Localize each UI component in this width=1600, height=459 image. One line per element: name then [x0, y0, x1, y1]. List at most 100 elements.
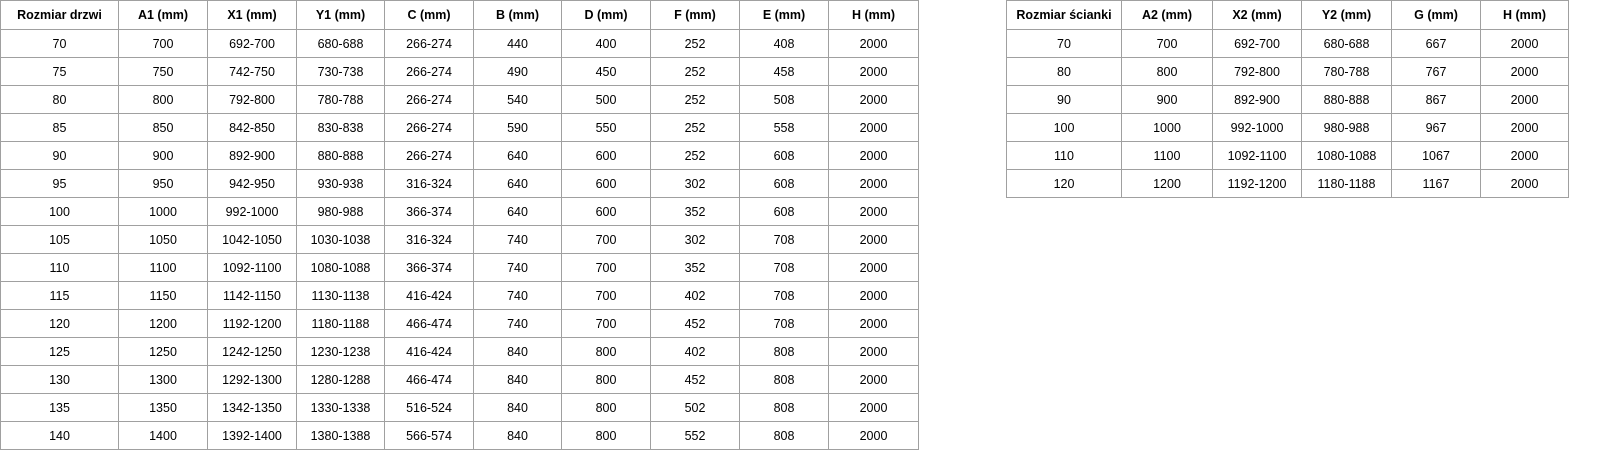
table-cell: 680-688 — [1301, 29, 1392, 58]
table-cell: 830-838 — [296, 113, 385, 142]
table-cell: 930-938 — [296, 169, 385, 198]
table-row: 80 800 792-800 780-788 767 2000 — [1006, 57, 1569, 86]
table-cell: 640 — [473, 169, 562, 198]
table-cell: 2000 — [828, 281, 919, 310]
table-cell: 466-474 — [384, 309, 474, 338]
table-cell: 880-888 — [296, 141, 385, 170]
table-cell: 352 — [650, 253, 740, 282]
table-cell: 808 — [739, 365, 829, 394]
table-cell: 1000 — [118, 197, 208, 226]
table-cell: 780-788 — [1301, 57, 1392, 86]
table-cell: 80 — [1006, 57, 1122, 86]
table-row: 85 850 842-850 830-838 266-274 590 550 252 558 20… — [0, 113, 919, 142]
table-cell: 516-524 — [384, 393, 474, 422]
table-cell: 2000 — [828, 29, 919, 58]
column-header: D (mm) — [561, 0, 651, 30]
table-cell: 558 — [739, 113, 829, 142]
table-cell: 808 — [739, 421, 829, 450]
table-cell: 1192-1200 — [1212, 169, 1302, 198]
table-cell: 1142-1150 — [207, 281, 297, 310]
table-cell: 1192-1200 — [207, 309, 297, 338]
table-cell: 708 — [739, 281, 829, 310]
column-header: B (mm) — [473, 0, 562, 30]
table-cell: 1080-1088 — [1301, 141, 1392, 170]
table-cell: 2000 — [828, 85, 919, 114]
table-cell: 1330-1338 — [296, 393, 385, 422]
table-cell: 2000 — [828, 253, 919, 282]
table-cell: 90 — [0, 141, 119, 170]
table-cell: 700 — [561, 309, 651, 338]
table-cell: 1392-1400 — [207, 421, 297, 450]
column-header: Y1 (mm) — [296, 0, 385, 30]
table-cell: 1092-1100 — [207, 253, 297, 282]
table-cell: 2000 — [828, 421, 919, 450]
table-cell: 1100 — [118, 253, 208, 282]
table-row: 115 1150 1142-1150 1130-1138 416-424 740 700 40… — [0, 281, 919, 310]
table-cell: 508 — [739, 85, 829, 114]
table-cell: 640 — [473, 141, 562, 170]
table-cell: 2000 — [1480, 169, 1569, 198]
table-cell: 700 — [561, 281, 651, 310]
table-cell: 1300 — [118, 365, 208, 394]
table-cell: 125 — [0, 337, 119, 366]
table-cell: 452 — [650, 365, 740, 394]
table-cell: 842-850 — [207, 113, 297, 142]
table-row: 80 800 792-800 780-788 266-274 540 500 252 508 20… — [0, 85, 919, 114]
table-cell: 730-738 — [296, 57, 385, 86]
table-cell: 640 — [473, 197, 562, 226]
table-cell: 800 — [561, 337, 651, 366]
table-cell: 700 — [1121, 29, 1213, 58]
table-row: 75 750 742-750 730-738 266-274 490 450 252 458 20… — [0, 57, 919, 86]
table-cell: 767 — [1391, 57, 1481, 86]
table-cell: 600 — [561, 169, 651, 198]
table-cell: 942-950 — [207, 169, 297, 198]
table-cell: 740 — [473, 281, 562, 310]
table-cell: 100 — [0, 197, 119, 226]
table-cell: 667 — [1391, 29, 1481, 58]
table-cell: 792-800 — [1212, 57, 1302, 86]
table-row: 125 1250 1242-1250 1230-1238 416-424 840 800 40… — [0, 337, 919, 366]
table-cell: 366-374 — [384, 197, 474, 226]
table-cell: 2000 — [828, 141, 919, 170]
table-cell: 1100 — [1121, 141, 1213, 170]
table-cell: 115 — [0, 281, 119, 310]
table-cell: 800 — [561, 421, 651, 450]
table-cell: 800 — [561, 365, 651, 394]
table-cell: 980-988 — [296, 197, 385, 226]
table-cell: 608 — [739, 169, 829, 198]
table-cell: 402 — [650, 337, 740, 366]
table-cell: 1350 — [118, 393, 208, 422]
table-cell: 880-888 — [1301, 85, 1392, 114]
table-cell: 692-700 — [207, 29, 297, 58]
table-cell: 566-574 — [384, 421, 474, 450]
table-cell: 408 — [739, 29, 829, 58]
table-cell: 366-374 — [384, 253, 474, 282]
table-cell: 1180-1188 — [1301, 169, 1392, 198]
table-cell: 692-700 — [1212, 29, 1302, 58]
table-row: 90 900 892-900 880-888 867 2000 — [1006, 85, 1569, 114]
table-cell: 1167 — [1391, 169, 1481, 198]
table-row: 105 1050 1042-1050 1030-1038 316-324 740 700 30… — [0, 225, 919, 254]
table-cell: 800 — [1121, 57, 1213, 86]
table-cell: 452 — [650, 309, 740, 338]
table-cell: 1150 — [118, 281, 208, 310]
table-cell: 1067 — [1391, 141, 1481, 170]
table-cell: 2000 — [1480, 141, 1569, 170]
table-cell: 458 — [739, 57, 829, 86]
table-cell: 992-1000 — [207, 197, 297, 226]
table-cell: 252 — [650, 113, 740, 142]
table-cell: 2000 — [1480, 57, 1569, 86]
table-cell: 840 — [473, 393, 562, 422]
door-dimensions-table: Rozmiar drzwi A1 (mm) X1 (mm) Y1 (mm) C (mm)… — [0, 0, 919, 450]
table-cell: 416-424 — [384, 281, 474, 310]
table-cell: 2000 — [828, 309, 919, 338]
table-cell: 266-274 — [384, 85, 474, 114]
table-cell: 450 — [561, 57, 651, 86]
table-row: 70 700 692-700 680-688 266-274 440 400 252 408 20… — [0, 29, 919, 58]
table-cell: 740 — [473, 225, 562, 254]
table-cell: 440 — [473, 29, 562, 58]
column-header: Rozmiar ścianki — [1006, 0, 1122, 30]
table-header-row: Rozmiar drzwi A1 (mm) X1 (mm) Y1 (mm) C (mm)… — [0, 0, 919, 30]
table-cell: 700 — [561, 253, 651, 282]
column-header: Y2 (mm) — [1301, 0, 1392, 30]
